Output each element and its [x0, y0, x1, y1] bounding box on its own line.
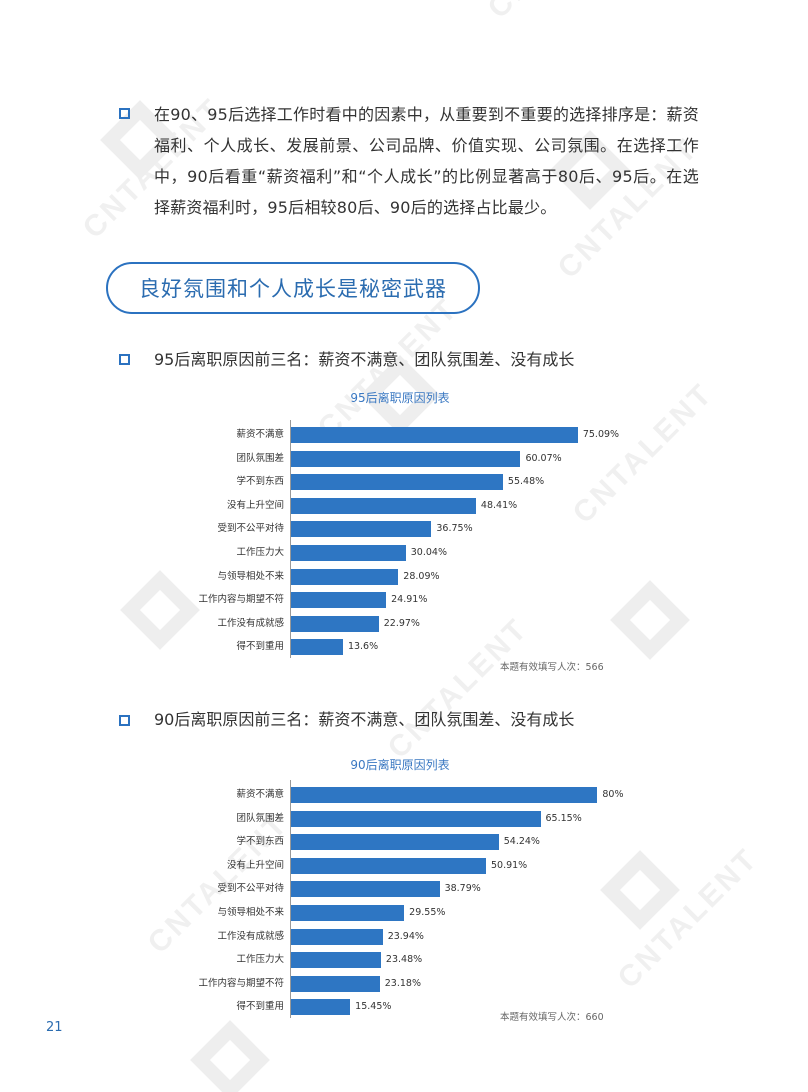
data-label: 55.48%: [507, 476, 545, 488]
subhead-95: 95后离职原因前三名：薪资不满意、团队氛围差、没有成长: [154, 350, 575, 369]
watermark-text: CNTALENT: [612, 842, 765, 995]
bar: [291, 568, 399, 585]
category-label: 薪资不满意: [236, 789, 284, 800]
data-label: 22.97%: [383, 617, 420, 629]
bar: [291, 834, 499, 851]
category-label: 工作没有成就感: [217, 617, 284, 629]
bar: [291, 615, 379, 632]
bar: [291, 928, 383, 945]
data-label: 75.09%: [582, 429, 620, 440]
category-label: 没有上升空间: [226, 859, 284, 871]
bar: [291, 787, 598, 803]
subhead-90: 90后离职原因前三名：薪资不满意、团队氛围差、没有成长: [154, 710, 575, 729]
watermark-text: CNTALENT: [382, 612, 535, 765]
bar: [291, 592, 387, 609]
bar: [291, 545, 406, 561]
data-label: 36.75%: [436, 523, 473, 535]
chart-title: 90后离职原因列表: [350, 758, 450, 772]
bar: [291, 427, 578, 443]
checkbox-square-icon: [119, 354, 130, 365]
chart-axis: [290, 780, 291, 1018]
category-label: 薪资不满意: [236, 429, 284, 440]
category-label: 得不到重用: [236, 1001, 284, 1013]
data-label: 28.09%: [403, 570, 440, 582]
category-label: 工作内容与期望不符: [198, 594, 284, 606]
category-label: 得不到重用: [236, 641, 284, 653]
category-label: 受到不公平对待: [217, 883, 284, 895]
bar: [291, 450, 521, 467]
data-label: 48.41%: [480, 499, 518, 511]
data-label: 60.07%: [525, 452, 562, 464]
bar: [291, 975, 380, 992]
category-label: 工作压力大: [236, 547, 284, 558]
bar: [291, 474, 503, 491]
data-label: 30.04%: [410, 547, 447, 558]
subhead-90-bullet: [119, 715, 130, 726]
bar: [291, 999, 351, 1016]
data-label: 29.55%: [409, 907, 446, 918]
category-label: 与领导相处不来: [217, 570, 284, 582]
data-label: 24.91%: [391, 594, 428, 606]
data-label: 15.45%: [355, 1001, 392, 1013]
watermark-text: CNTALENT: [482, 0, 635, 25]
bar: [291, 639, 343, 656]
category-label: 学不到东西: [236, 836, 284, 848]
category-label: 团队氛围差: [236, 452, 284, 464]
bar: [291, 905, 405, 921]
category-label: 工作没有成就感: [217, 930, 284, 942]
bar: [291, 952, 381, 969]
section-title: 良好氛围和个人成长是秘密武器: [106, 262, 480, 314]
category-label: 受到不公平对待: [217, 523, 284, 535]
subhead-95-bullet: [119, 354, 130, 365]
data-label: 50.91%: [490, 859, 528, 871]
chart-note: 本题有效填写人次：660: [500, 1012, 604, 1023]
chart-axis: [290, 420, 291, 658]
data-label: 13.6%: [347, 641, 379, 653]
bar: [291, 857, 486, 874]
data-label: 38.79%: [444, 883, 481, 895]
data-label: 65.15%: [545, 812, 582, 824]
category-label: 与领导相处不来: [217, 907, 284, 918]
category-label: 团队氛围差: [236, 812, 284, 824]
chart-title: 95后离职原因列表: [350, 391, 450, 405]
bar: [291, 521, 432, 538]
category-label: 工作内容与期望不符: [198, 977, 284, 989]
category-label: 没有上升空间: [226, 499, 284, 511]
watermark-text: CNTALENT: [567, 377, 720, 530]
bar: [291, 881, 440, 898]
data-label: 23.18%: [384, 977, 421, 989]
intro-bullet: [119, 108, 130, 119]
category-label: 学不到东西: [236, 476, 284, 488]
checkbox-square-icon: [119, 715, 130, 726]
page-number: 21: [46, 1020, 63, 1035]
data-label: 23.94%: [387, 930, 424, 942]
chart-note: 本题有效填写人次：566: [500, 662, 604, 673]
data-label: 80%: [602, 789, 624, 800]
category-label: 工作压力大: [236, 954, 284, 966]
data-label: 54.24%: [503, 836, 540, 848]
bar: [291, 497, 476, 514]
data-label: 23.48%: [385, 954, 423, 966]
intro-paragraph: 在90、95后选择工作时看中的因素中，从重要到不重要的选择排序是：薪资福利、个人…: [154, 105, 699, 217]
bar: [291, 810, 541, 827]
checkbox-square-icon: [119, 108, 130, 119]
